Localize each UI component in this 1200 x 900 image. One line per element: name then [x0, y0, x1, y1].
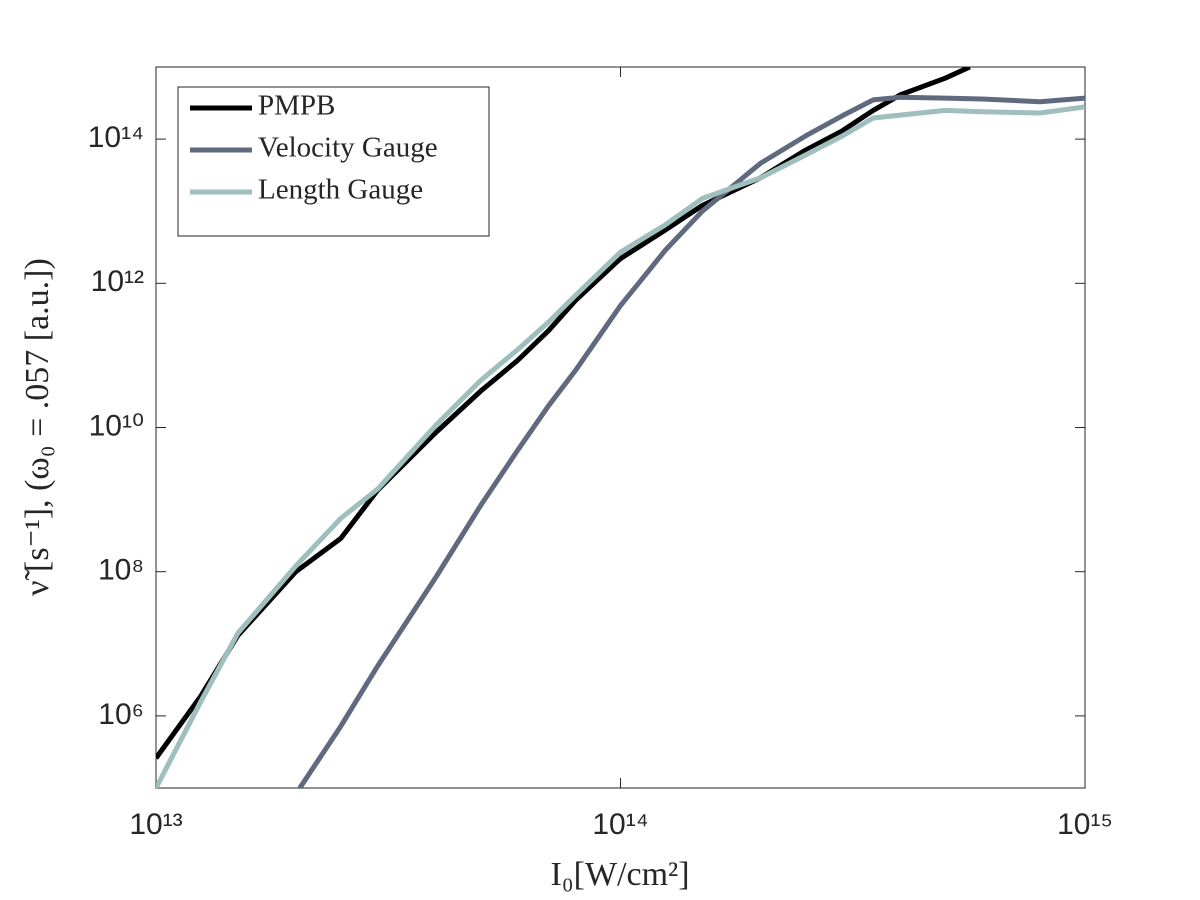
- series-line: [156, 104, 1085, 788]
- legend-box: [177, 86, 490, 237]
- x-axis-label: I₀[W/cm²]: [550, 856, 689, 893]
- x-tick-label: 10¹⁵: [1057, 808, 1113, 841]
- y-tick-label: 10¹²: [91, 265, 144, 298]
- legend-label: Velocity Gauge: [258, 132, 438, 164]
- y-axis-label: ν̃ [s⁻¹], (ω₀ = .057 [a.u.]): [19, 258, 56, 596]
- series-line: [156, 67, 971, 760]
- y-tick-label: 10¹⁴: [88, 121, 144, 154]
- legend-label: PMPB: [258, 90, 335, 122]
- series-line: [297, 94, 1085, 788]
- x-tick-label: 10¹⁴: [592, 808, 648, 841]
- y-tick-label: 10¹⁰: [89, 409, 144, 442]
- legend-label: Length Gauge: [258, 174, 423, 206]
- y-tick-label: 10⁶: [98, 698, 144, 731]
- x-tick-label: 10¹³: [129, 808, 182, 841]
- y-tick-label: 10⁸: [98, 554, 144, 587]
